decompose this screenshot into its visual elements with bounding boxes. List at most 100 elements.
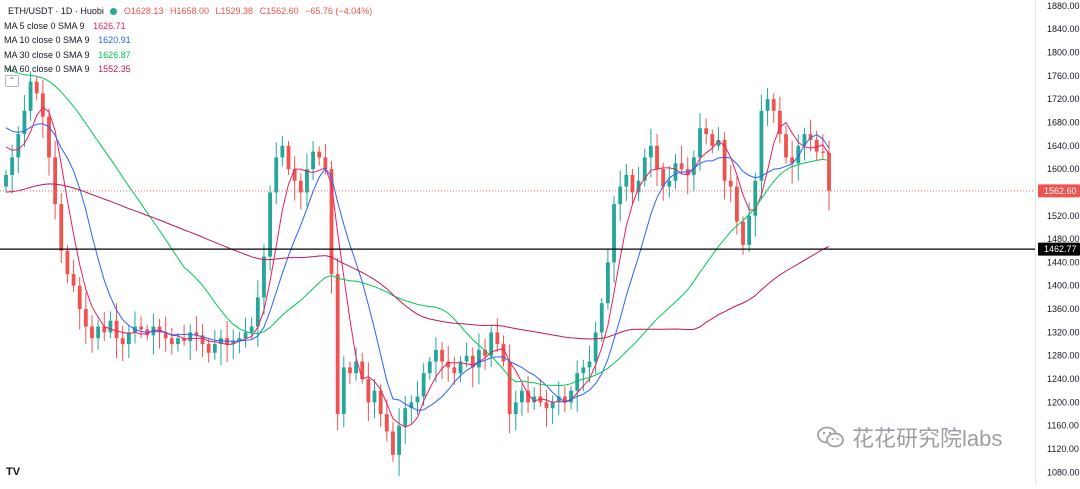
candle-body [741,222,745,245]
ma10-line [6,124,829,411]
close-value: C1562.60 [260,6,299,16]
price-axis: 1880.001840.001800.001760.001720.001680.… [1036,0,1080,484]
candle-body [244,332,248,338]
candle-body [139,327,143,330]
candle-body [514,402,518,414]
y-tick-label: 1720.00 [1047,94,1080,104]
ma60-line [6,184,829,339]
candle-body [66,251,70,274]
candle-body [342,367,346,414]
candle-body [72,274,76,286]
change-value: −65.76 (−4.04%) [305,6,372,16]
candle-body [379,391,383,414]
candle-body [704,128,708,134]
candle-body [747,216,751,245]
ma30-label: MA 30 close 0 SMA 9 [4,50,90,60]
candle-body [109,321,113,333]
high-value: H1658.00 [170,6,209,16]
candle-body [274,157,278,192]
candle-body [121,338,125,344]
candle-body [729,181,733,187]
candle-body [428,362,432,374]
y-tick-label: 1840.00 [1047,24,1080,34]
candle-body [59,204,63,251]
candle-body [188,332,192,341]
candle-body [305,169,309,192]
candle-body [674,163,678,180]
candle-body [477,350,481,367]
watermark: 花花研究院labs [816,421,1002,453]
candle-body [612,204,616,262]
y-tick-label: 1240.00 [1047,374,1080,384]
candle-body [600,303,604,332]
watermark-text: 花花研究院labs [852,421,1002,453]
candle-body [465,356,469,362]
chevron-up-icon: ⌃ [9,76,16,85]
candle-body [373,391,377,403]
candle-body [606,262,610,303]
market-open-dot-icon [110,8,117,15]
candle-body [581,367,585,373]
candle-body [815,140,819,152]
candle-body [47,117,51,158]
y-tick-label: 1760.00 [1047,71,1080,81]
plot-layer [0,68,1035,476]
legend-ma5[interactable]: MA 5 close 0 SMA 9 1626.71 [4,19,372,34]
candle-body [391,432,395,455]
y-tick-label: 1600.00 [1047,164,1080,174]
candle-body [115,321,119,338]
candle-body [667,181,671,187]
candle-body [495,332,499,344]
legend-symbol-row: ETH/USDT · 1D · Huobi O1628.13 H1658.00 … [4,4,372,19]
candle-body [287,146,291,169]
candle-body [35,82,39,94]
candle-body [821,152,825,153]
candle-body [385,414,389,431]
candle-body [631,175,635,192]
legend-ma30[interactable]: MA 30 close 0 SMA 9 1626.87 [4,48,372,63]
candle-body [434,350,438,362]
candle-body [4,175,8,187]
tradingview-logo[interactable]: TV [6,466,20,478]
candle-body [96,327,100,339]
candle-body [655,146,659,169]
legend-ma60[interactable]: MA 60 close 0 SMA 9 1552.35 [4,62,372,77]
candle-body [16,134,20,157]
candle-body [735,187,739,222]
candle-body [170,338,174,344]
y-tick-label: 1280.00 [1047,351,1080,361]
collapse-legend-button[interactable]: ⌃ [5,75,19,87]
candle-body [207,344,211,353]
y-tick-label: 1160.00 [1047,421,1079,431]
candle-body [680,163,684,169]
candle-body [317,152,321,158]
ma5-value: 1626.71 [93,21,126,31]
candle-body [760,111,764,181]
candle-body [551,402,555,408]
candle-body [545,402,549,408]
candle-body [440,350,444,362]
candle-body [698,128,702,157]
candle-body [323,157,327,169]
candle-body [827,153,831,191]
candle-body [280,146,284,158]
candle-body [311,152,315,169]
candle-body [268,192,272,256]
y-tick-label: 1440.00 [1047,257,1080,267]
ma5-line [6,107,829,427]
ma60-value: 1552.35 [98,64,131,74]
candle-body [588,362,592,368]
candle-body [416,397,420,403]
legend-ma10[interactable]: MA 10 close 0 SMA 9 1620.91 [4,33,372,48]
current-price-label: 1562.60 [1044,186,1077,196]
y-tick-label: 1080.00 [1047,467,1080,477]
candle-body [366,379,370,402]
ma5-label: MA 5 close 0 SMA 9 [4,21,85,31]
symbol-label: ETH/USDT · 1D · Huobi [8,6,104,16]
y-tick-label: 1680.00 [1047,117,1080,127]
y-tick-label: 1520.00 [1047,211,1080,221]
low-value: L1529.38 [216,6,254,16]
y-tick-label: 1880.00 [1047,1,1080,11]
candle-body [41,93,45,116]
chart-legend: ETH/USDT · 1D · Huobi O1628.13 H1658.00 … [4,4,372,77]
